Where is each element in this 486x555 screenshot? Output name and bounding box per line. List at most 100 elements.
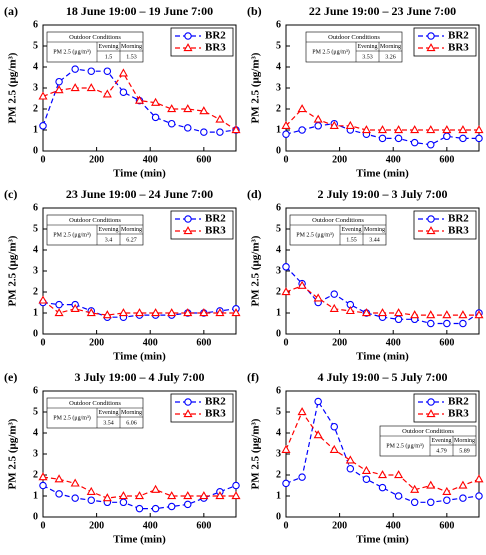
marker [330,290,338,298]
legend-box [170,27,234,57]
marker [314,122,322,130]
x-tick-label: 200 [332,520,347,531]
legend-label: BR3 [205,408,226,420]
table-value: 3.4 [105,237,113,243]
marker [231,308,241,317]
marker [426,319,435,328]
marker [39,122,47,130]
table-value: 3.44 [369,237,380,243]
y-axis-label: PM 2.5 (μg/m³) [250,52,262,123]
table-row-label: PM 2.5 (μg/m³) [53,48,91,55]
marker [151,97,161,106]
table-value: 3.54 [103,420,114,426]
y-tick-label: 5 [276,223,281,234]
marker [459,134,467,143]
marker [282,263,290,271]
chart-title: 3 July 19:00 – 4 July 7:00 [74,370,204,384]
marker [362,475,371,483]
marker [426,125,436,134]
marker [443,496,451,504]
marker [167,502,176,511]
y-tick-label: 4 [33,244,38,255]
marker [134,308,145,317]
table-column: Evening [99,227,119,233]
table-value: 1.53 [126,54,137,60]
marker [87,496,96,504]
marker [474,310,484,319]
marker [394,308,404,317]
marker [378,483,387,492]
panel-label: (c) [4,187,17,201]
marker [443,132,451,141]
legend-label: BR2 [448,30,469,42]
marker [184,124,192,132]
marker [394,470,404,479]
marker [103,67,112,75]
marker [184,215,192,223]
table-row-label: PM 2.5 (μg/m³) [312,48,350,55]
y-tick-label: 5 [33,406,38,417]
legend-label: BR2 [205,213,226,225]
marker [87,67,96,75]
marker [55,77,63,86]
table-row-label: PM 2.5 (μg/m³) [386,442,424,449]
marker [475,134,483,143]
panel-label: (d) [247,187,262,201]
marker [377,308,388,317]
table-value: 6.06 [126,420,137,426]
x-tick-label: 400 [386,520,401,531]
table-value: 3.53 [362,54,373,60]
marker [282,130,290,138]
x-tick-label: 0 [41,337,46,348]
marker [474,474,484,483]
table-column: Evening [358,44,378,50]
marker [314,397,322,406]
y-tick-label: 4 [276,427,281,438]
outdoor-table: Outdoor Conditions PM 2.5 (μg/m³) Evening 1… [289,214,387,246]
table-row-label: PM 2.5 (μg/m³) [53,231,91,238]
marker [70,478,80,487]
x-tick-label: 600 [196,154,211,165]
table-value: 3.26 [385,54,396,60]
marker [55,300,63,309]
table-column: Morning [380,44,401,50]
chart-title: 18 June 19:00 – 19 June 7:00 [66,4,213,18]
marker [297,104,307,113]
chart-title: 22 June 19:00 – 23 June 7:00 [309,4,456,18]
marker [86,83,96,92]
marker [39,481,47,490]
y-tick-label: 5 [276,406,281,417]
x-tick-label: 600 [196,520,211,531]
y-tick-label: 1 [33,490,38,501]
marker [102,310,112,319]
y-tick-label: 2 [276,469,281,480]
x-tick-label: 600 [439,154,454,165]
y-tick-label: 2 [276,103,281,114]
x-tick-label: 0 [284,154,289,165]
marker [361,125,371,134]
marker [119,88,128,96]
marker [313,114,323,123]
marker [199,491,209,500]
marker [297,280,307,289]
x-tick-label: 200 [332,154,347,165]
y-tick-label: 1 [276,307,281,318]
legend-label: BR2 [448,213,469,225]
marker [281,120,291,129]
table-title: Outdoor Conditions [69,34,121,41]
y-tick-label: 0 [276,328,281,339]
marker [410,498,419,507]
y-tick-label: 4 [33,427,38,438]
chart-title: 2 July 19:00 – 3 July 7:00 [317,187,447,201]
table-title: Outdoor Conditions [312,217,364,224]
marker [394,125,404,134]
x-tick-label: 400 [386,154,401,165]
marker [282,479,290,488]
y-tick-label: 1 [276,490,281,501]
marker [313,293,323,302]
marker [135,504,144,513]
marker [167,308,177,317]
marker [215,114,225,123]
table-column: Evening [99,44,119,50]
y-tick-label: 4 [276,61,281,72]
